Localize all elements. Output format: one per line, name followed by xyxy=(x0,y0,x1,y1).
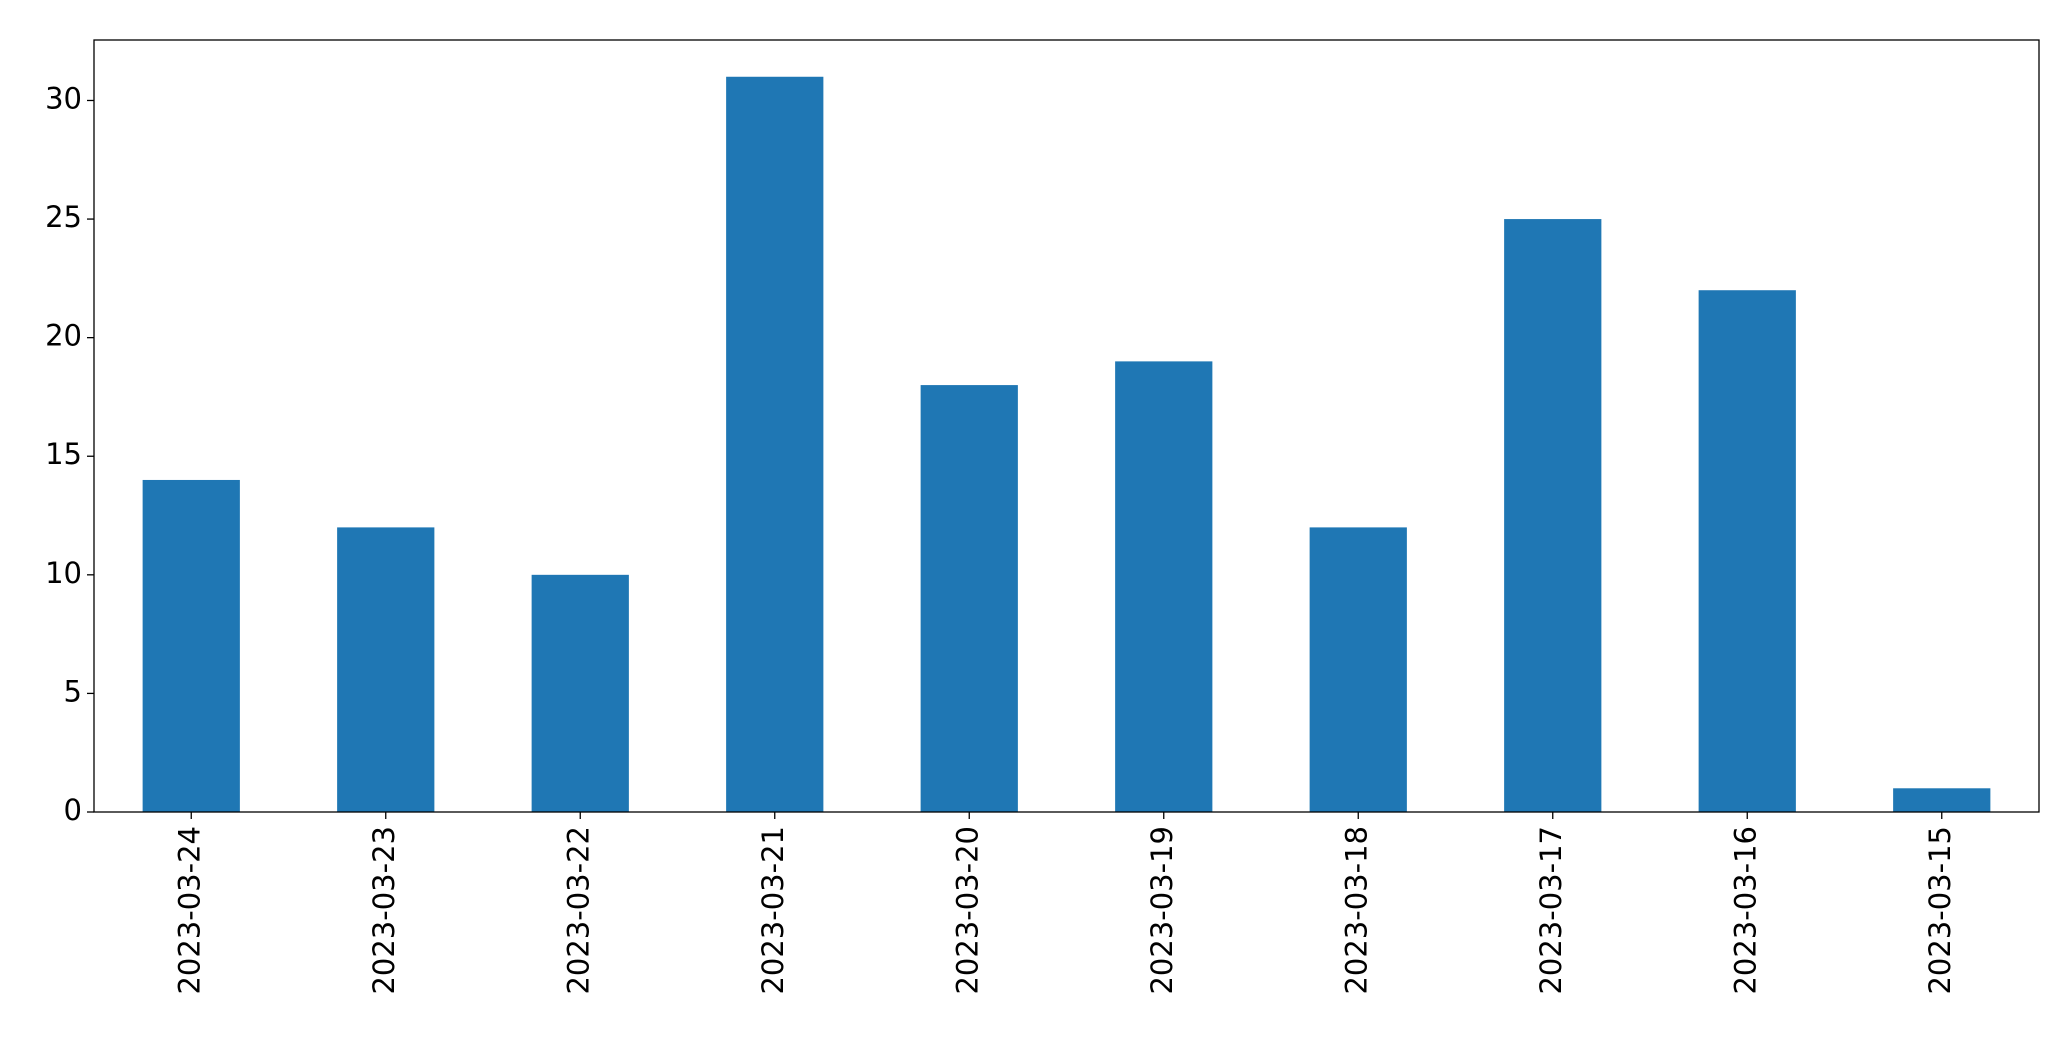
bar xyxy=(1115,361,1213,812)
y-tick-label: 5 xyxy=(64,674,82,708)
bar xyxy=(142,479,240,812)
x-tick-label: 2023-03-19 xyxy=(1145,826,1179,995)
y-tick-label: 30 xyxy=(45,81,82,115)
bar xyxy=(1309,527,1407,812)
bar xyxy=(337,527,435,812)
plot-frame xyxy=(93,39,2040,813)
bar xyxy=(1698,290,1796,812)
x-tick-label: 2023-03-15 xyxy=(1923,826,1957,995)
x-tick-label: 2023-03-24 xyxy=(172,826,206,995)
bar xyxy=(1504,219,1602,813)
bar xyxy=(1893,788,1991,812)
x-tick-label: 2023-03-23 xyxy=(367,826,401,995)
bar xyxy=(726,76,824,812)
y-tick-label: 20 xyxy=(45,319,82,353)
y-tick-label: 15 xyxy=(45,437,82,471)
x-tick-label: 2023-03-16 xyxy=(1728,826,1762,995)
y-tick-label: 10 xyxy=(45,556,82,590)
y-tick-label: 25 xyxy=(45,200,82,234)
x-tick-label: 2023-03-18 xyxy=(1339,826,1373,995)
x-tick-label: 2023-03-22 xyxy=(561,826,595,995)
x-tick-label: 2023-03-17 xyxy=(1534,826,1568,995)
y-tick-label: 0 xyxy=(64,793,82,827)
bar xyxy=(920,385,1018,812)
bar xyxy=(531,574,629,812)
x-tick-label: 2023-03-21 xyxy=(756,826,790,995)
x-tick-label: 2023-03-20 xyxy=(950,826,984,995)
